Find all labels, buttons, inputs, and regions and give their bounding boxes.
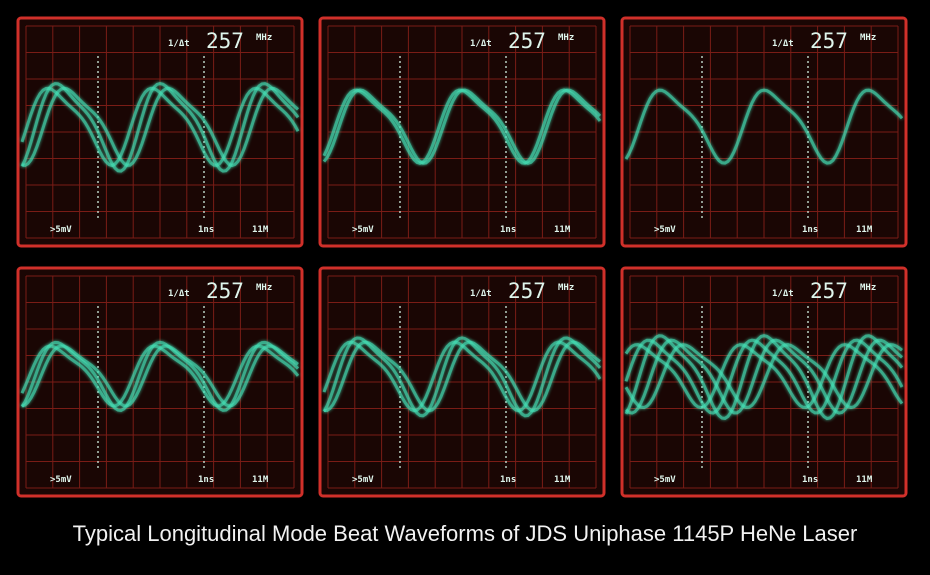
time-readout: 1ns bbox=[198, 475, 214, 485]
freq-value: 257 bbox=[810, 279, 848, 303]
waveform bbox=[20, 340, 300, 412]
freq-unit: MHz bbox=[860, 283, 876, 293]
memory-readout: 11M bbox=[252, 475, 269, 485]
time-readout: 1ns bbox=[500, 475, 516, 485]
waveform bbox=[20, 344, 300, 408]
caption: Typical Longitudinal Mode Beat Waveforms… bbox=[73, 521, 858, 546]
time-readout: 1ns bbox=[802, 225, 818, 235]
memory-readout: 11M bbox=[252, 225, 269, 235]
volts-readout: >5mV bbox=[352, 475, 374, 485]
waveform bbox=[322, 336, 602, 418]
freq-symbol: 1/Δt bbox=[470, 289, 492, 299]
freq-symbol: 1/Δt bbox=[772, 289, 794, 299]
waveform bbox=[20, 81, 300, 173]
waveform bbox=[624, 338, 904, 415]
freq-value: 257 bbox=[206, 29, 244, 53]
waveform bbox=[624, 343, 904, 410]
freq-unit: MHz bbox=[558, 33, 574, 43]
freq-value: 257 bbox=[810, 29, 848, 53]
waveform bbox=[624, 88, 904, 165]
freq-value: 257 bbox=[206, 279, 244, 303]
freq-symbol: 1/Δt bbox=[168, 289, 190, 299]
time-readout: 1ns bbox=[500, 225, 516, 235]
freq-symbol: 1/Δt bbox=[772, 39, 794, 49]
freq-symbol: 1/Δt bbox=[168, 39, 190, 49]
freq-symbol: 1/Δt bbox=[470, 39, 492, 49]
waveform bbox=[20, 86, 300, 168]
memory-readout: 11M bbox=[856, 475, 873, 485]
time-readout: 1ns bbox=[802, 475, 818, 485]
volts-readout: >5mV bbox=[654, 225, 676, 235]
waveform bbox=[322, 88, 602, 165]
waveform bbox=[624, 343, 903, 410]
scope-panel: 1/Δt 257 MHz >5mV 1ns 11M bbox=[318, 266, 606, 498]
freq-unit: MHz bbox=[256, 33, 272, 43]
freq-value: 257 bbox=[508, 29, 546, 53]
scope-panel: 1/Δt 257 MHz >5mV 1ns 11M bbox=[620, 266, 908, 498]
memory-readout: 11M bbox=[554, 225, 571, 235]
volts-readout: >5mV bbox=[352, 225, 374, 235]
volts-readout: >5mV bbox=[654, 475, 676, 485]
volts-readout: >5mV bbox=[50, 475, 72, 485]
scope-panel: 1/Δt 257 MHz >5mV 1ns 11M bbox=[16, 16, 304, 248]
waveform bbox=[322, 340, 602, 413]
time-readout: 1ns bbox=[198, 225, 214, 235]
memory-readout: 11M bbox=[856, 225, 873, 235]
volts-readout: >5mV bbox=[50, 225, 72, 235]
freq-unit: MHz bbox=[558, 283, 574, 293]
freq-unit: MHz bbox=[256, 283, 272, 293]
waveform bbox=[625, 338, 903, 415]
scope-panel: 1/Δt 257 MHz >5mV 1ns 11M bbox=[620, 16, 908, 248]
scope-panel: 1/Δt 257 MHz >5mV 1ns 11M bbox=[16, 266, 304, 498]
memory-readout: 11M bbox=[554, 475, 571, 485]
freq-value: 257 bbox=[508, 279, 546, 303]
scope-panel: 1/Δt 257 MHz >5mV 1ns 11M bbox=[318, 16, 606, 248]
freq-unit: MHz bbox=[860, 33, 876, 43]
